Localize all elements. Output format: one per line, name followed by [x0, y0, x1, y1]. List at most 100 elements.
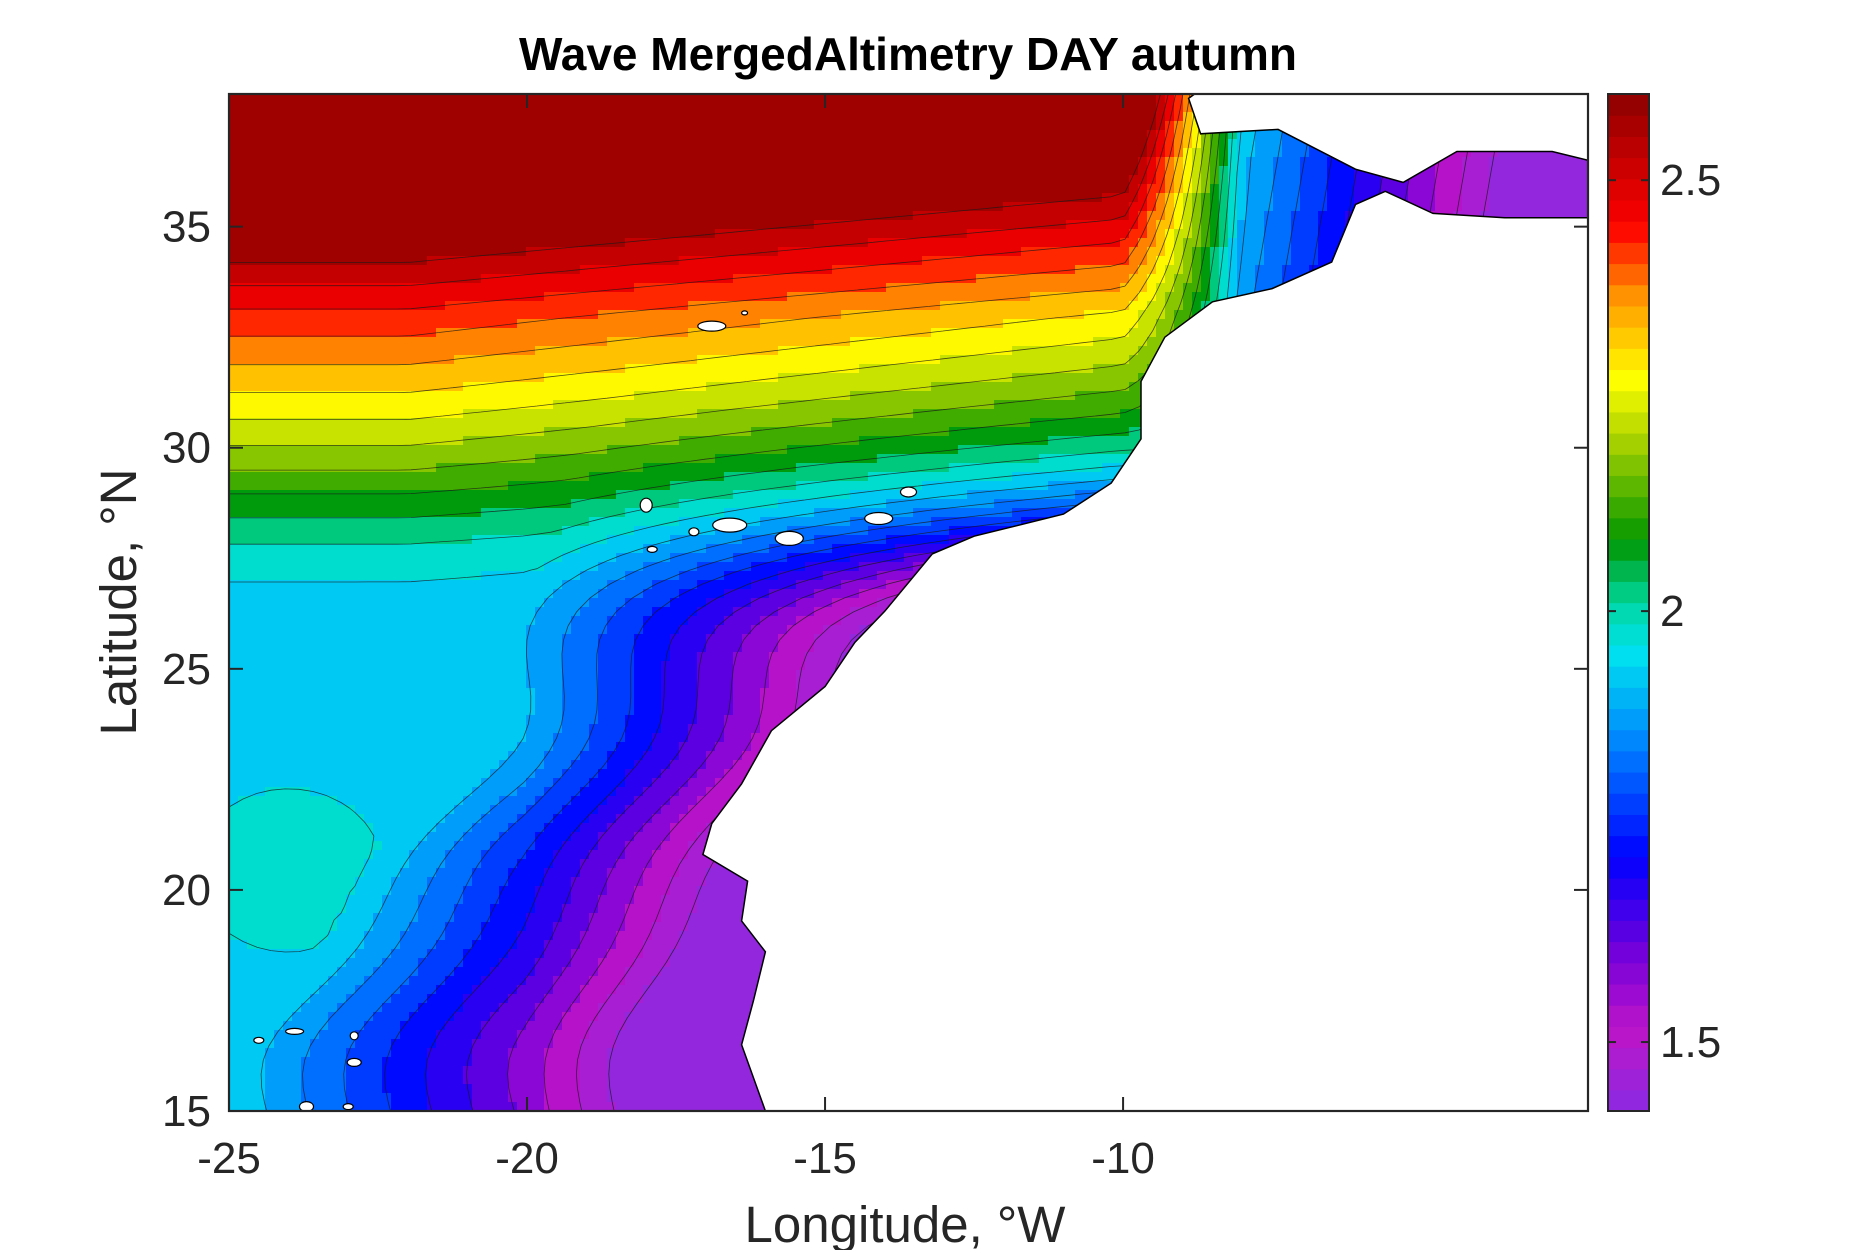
field-cell	[229, 337, 239, 347]
field-cell	[526, 274, 536, 284]
field-cell	[1219, 283, 1229, 293]
field-cell	[238, 184, 248, 194]
field-cell	[607, 202, 617, 212]
field-cell	[283, 166, 293, 176]
field-cell	[490, 103, 500, 113]
field-cell	[562, 175, 572, 185]
field-cell	[994, 292, 1004, 302]
field-cell	[904, 364, 914, 374]
field-cell	[364, 193, 374, 203]
field-cell	[346, 274, 356, 284]
field-cell	[823, 319, 833, 329]
field-cell	[472, 274, 482, 284]
field-cell	[598, 247, 608, 257]
field-cell	[499, 274, 509, 284]
field-cell	[598, 346, 608, 356]
field-cell	[1138, 112, 1148, 122]
field-cell	[490, 364, 500, 374]
field-cell	[1408, 193, 1418, 203]
field-cell	[922, 319, 932, 329]
field-cell	[589, 166, 599, 176]
field-cell	[1066, 94, 1076, 104]
field-cell	[1237, 166, 1247, 176]
field-cell	[760, 319, 770, 329]
field-cell	[859, 211, 869, 221]
field-cell	[490, 175, 500, 185]
field-cell	[481, 112, 491, 122]
field-cell	[1066, 310, 1076, 320]
field-cell	[607, 166, 617, 176]
field-cell	[985, 355, 995, 365]
field-cell	[652, 130, 662, 140]
field-cell	[589, 238, 599, 248]
field-cell	[787, 319, 797, 329]
field-cell	[382, 292, 392, 302]
field-cell	[319, 202, 329, 212]
field-cell	[373, 256, 383, 266]
field-cell	[292, 247, 302, 257]
field-cell	[499, 364, 509, 374]
field-cell	[472, 355, 482, 365]
field-cell	[400, 382, 410, 392]
field-cell	[751, 310, 761, 320]
field-cell	[265, 121, 275, 131]
field-cell	[697, 121, 707, 131]
field-cell	[769, 265, 779, 275]
field-cell	[697, 355, 707, 365]
field-cell	[1228, 238, 1238, 248]
field-cell	[805, 301, 815, 311]
field-cell	[1129, 301, 1139, 311]
field-cell	[589, 211, 599, 221]
field-cell	[1318, 193, 1328, 203]
field-cell	[1093, 328, 1103, 338]
field-cell	[1192, 157, 1202, 167]
field-cell	[769, 112, 779, 122]
field-cell	[994, 166, 1004, 176]
field-cell	[724, 202, 734, 212]
field-cell	[562, 121, 572, 131]
field-cell	[904, 274, 914, 284]
field-cell	[526, 193, 536, 203]
field-cell	[661, 265, 671, 275]
field-cell	[1111, 94, 1121, 104]
field-cell	[625, 337, 635, 347]
field-cell	[796, 220, 806, 230]
field-cell	[1489, 157, 1499, 167]
field-cell	[292, 175, 302, 185]
field-cell	[481, 373, 491, 383]
field-cell	[715, 256, 725, 266]
field-cell	[1156, 337, 1166, 347]
field-cell	[274, 274, 284, 284]
field-cell	[346, 184, 356, 194]
field-cell	[1264, 229, 1274, 239]
field-cell	[661, 166, 671, 176]
field-cell	[319, 283, 329, 293]
field-cell	[346, 391, 356, 401]
field-cell	[652, 229, 662, 239]
field-cell	[283, 184, 293, 194]
field-cell	[1228, 148, 1238, 158]
field-cell	[1003, 238, 1013, 248]
field-cell	[994, 265, 1004, 275]
field-cell	[346, 247, 356, 257]
field-cell	[328, 94, 338, 104]
field-cell	[769, 373, 779, 383]
field-cell	[337, 238, 347, 248]
field-cell	[1138, 247, 1148, 257]
field-cell	[364, 310, 374, 320]
field-cell	[499, 130, 509, 140]
field-cell	[346, 220, 356, 230]
field-cell	[1264, 274, 1274, 284]
field-cell	[670, 157, 680, 167]
field-cell	[301, 247, 311, 257]
field-cell	[1552, 202, 1562, 212]
field-cell	[760, 121, 770, 131]
field-cell	[1084, 274, 1094, 284]
field-cell	[769, 283, 779, 293]
field-cell	[1237, 211, 1247, 221]
field-cell	[463, 157, 473, 167]
field-cell	[1174, 193, 1184, 203]
field-cell	[1075, 130, 1085, 140]
field-cell	[886, 373, 896, 383]
field-cell	[1462, 175, 1472, 185]
